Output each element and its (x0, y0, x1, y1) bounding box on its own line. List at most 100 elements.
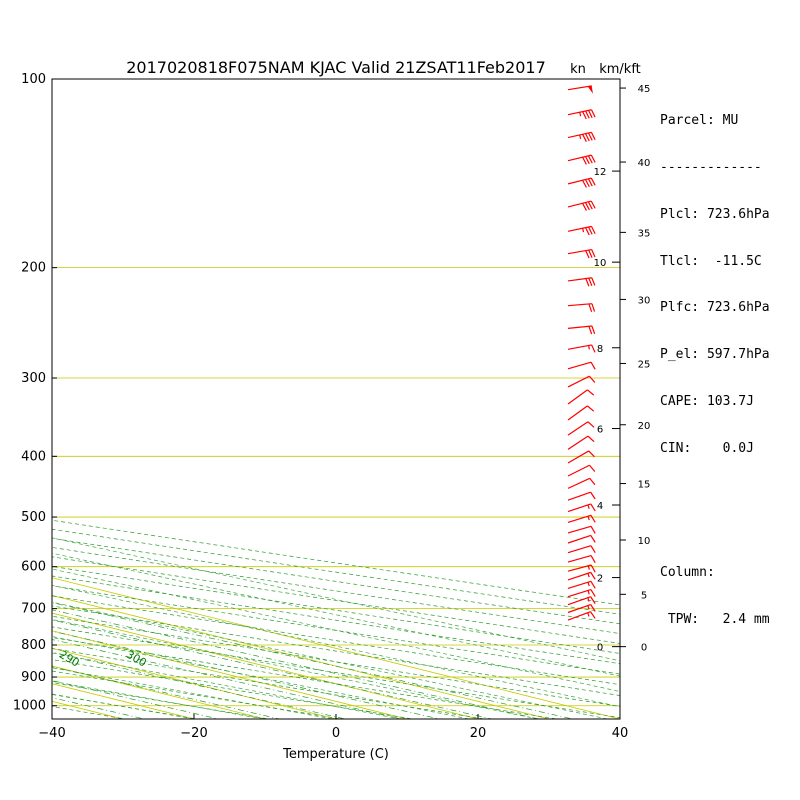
km-tick-label: 10 (594, 258, 607, 269)
wind-barb-staff (567, 325, 592, 329)
km-tick-label: 2 (597, 574, 603, 585)
wind-barb-full (587, 421, 595, 428)
wind-barb-staff (567, 564, 592, 572)
wind-barb (567, 375, 596, 388)
wind-barb (567, 514, 596, 524)
wind-barb-staff (567, 580, 592, 590)
wind-barb-staff (567, 85, 592, 91)
kft-tick-label: 30 (638, 295, 651, 306)
km-tick-label: 4 (597, 501, 603, 512)
isotherm-line (52, 718, 53, 719)
wind-barb-half (579, 112, 582, 117)
wind-barb (567, 277, 596, 287)
pressure-tick-label: 900 (21, 670, 46, 685)
knots-unit-label: kn (570, 62, 586, 77)
wind-barb-full (590, 177, 596, 186)
kft-tick-label: 0 (641, 643, 647, 654)
wind-barb (567, 545, 596, 554)
wind-barb-staff (567, 611, 591, 621)
pressure-tick-label: 100 (21, 72, 46, 87)
wind-barb-full (590, 604, 596, 612)
wind-barb-full (584, 156, 590, 165)
wind-barb-full (590, 596, 596, 604)
wind-barb (567, 361, 596, 370)
wind-barb-full (588, 326, 593, 335)
wind-barb (567, 534, 596, 544)
wind-barb-staff (567, 277, 592, 282)
wind-barb-staff (567, 225, 592, 232)
mixing-ratio-line (52, 680, 219, 719)
wind-barb-full (590, 555, 596, 563)
moist-adiabat-line (52, 568, 620, 692)
dry-adiabat-line (52, 537, 620, 625)
moist-adiabat-line (52, 584, 620, 708)
wind-barb-half (587, 597, 590, 602)
wind-barb (567, 611, 596, 621)
wind-barb-full (587, 405, 595, 412)
mixing-ratio-label: 16 (0, 605, 8, 616)
wind-barb-full (591, 303, 596, 312)
wind-barb (567, 248, 596, 259)
wind-barb-full (582, 203, 587, 211)
dry-adiabat-line (52, 605, 620, 696)
wind-barb-staff (567, 491, 591, 501)
plcl-value: Plcl: 723.6hPa (660, 206, 770, 222)
wind-barb-full (590, 154, 596, 163)
wind-barb-staff (567, 514, 592, 524)
wind-barb-full (590, 226, 596, 235)
pel-value: P_el: 597.7hPa (660, 347, 770, 363)
wind-barb-full (590, 491, 596, 500)
kft-tick-label: 40 (638, 158, 651, 169)
plot-area (52, 79, 620, 719)
wind-barb-half (587, 565, 590, 570)
km-tick-label: 8 (597, 344, 603, 355)
parcel-info-panel: Parcel: MU ------------- Plcl: 723.6hPa … (660, 82, 770, 643)
wind-barb-staff (567, 375, 590, 388)
wind-barb-half (587, 605, 590, 610)
wind-barb-half (587, 516, 590, 521)
wind-barb-half (587, 582, 590, 587)
km-tick-label: 12 (594, 167, 607, 178)
wind-barb-staff (567, 571, 591, 581)
temperature-tick-label: −20 (180, 726, 207, 741)
wind-barb (567, 503, 596, 513)
moist-adiabat-line (52, 552, 620, 677)
wind-barb-full (585, 250, 590, 259)
temperature-tick-label: −40 (38, 726, 65, 741)
wind-barb-full (589, 464, 596, 472)
wind-barb-half (587, 590, 590, 595)
dry-adiabat-line (52, 556, 620, 644)
wind-barb-full (588, 249, 593, 258)
wind-barb-half (588, 345, 590, 350)
wind-barb-full (590, 589, 596, 597)
wind-barb-full (585, 227, 590, 236)
kft-tick-label: 5 (641, 590, 647, 601)
wind-barb-staff (567, 344, 592, 350)
km-tick-label: 0 (597, 643, 603, 654)
wind-barb-full (587, 155, 593, 164)
mixing-ratio-line (52, 639, 402, 719)
dry-adiabat-line (52, 718, 53, 719)
wind-barb-full (587, 132, 593, 141)
wind-barb-staff (567, 435, 589, 450)
wind-barb-staff (567, 421, 589, 436)
wind-barb-full (590, 109, 596, 118)
wind-barb (567, 154, 596, 165)
pressure-tick-label: 400 (21, 449, 46, 464)
wind-barbs (567, 85, 596, 621)
wind-barb-full (589, 375, 596, 383)
wind-barb (567, 491, 596, 501)
wind-barb-staff (567, 525, 592, 534)
wind-barb (567, 580, 596, 590)
kft-tick-label: 35 (638, 228, 651, 239)
wind-barb (567, 177, 596, 188)
plfc-value: Plfc: 723.6hPa (660, 300, 770, 316)
wind-barb-staff (567, 603, 591, 614)
thermo-grid: 0.10.41247101681216202428322502602702802… (0, 79, 620, 719)
height-unit-label: km/kft (599, 62, 641, 77)
isotherm-line (52, 577, 620, 719)
pressure-tick-label: 300 (21, 371, 46, 386)
wind-barb (567, 588, 596, 598)
